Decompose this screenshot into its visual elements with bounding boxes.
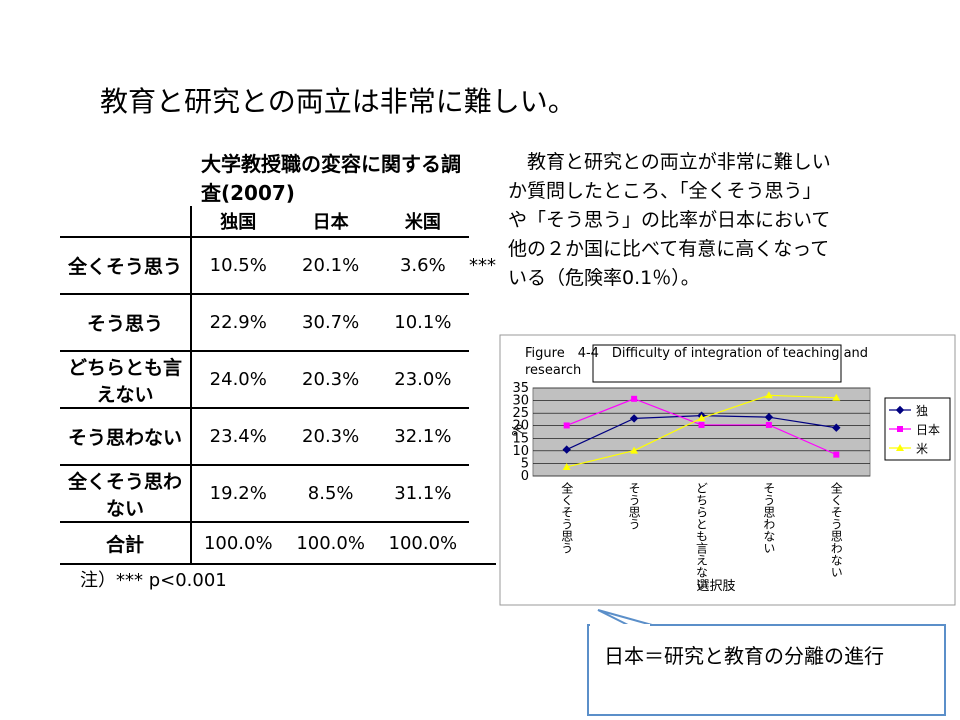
cell: 30.7%: [284, 293, 377, 351]
cell: 19.2%: [191, 464, 285, 522]
marker: [895, 405, 905, 415]
cell: 10.1%: [376, 293, 469, 351]
cell: 100.0%: [284, 521, 377, 565]
y-tick-label: 20: [512, 419, 529, 434]
marker: [764, 412, 774, 422]
x-tick-label: そう思わない: [762, 482, 776, 554]
table-row: どちらとも言えない 24.0% 20.3% 23.0%: [60, 350, 496, 408]
table-title-row: 大学教授職の変容に関する調査(2007): [60, 148, 496, 206]
marker: [832, 393, 841, 401]
cell: [468, 522, 496, 565]
marker: [563, 422, 570, 429]
y-axis-label: %: [511, 424, 526, 436]
chart-title: Figure 4-4 Difficulty of integration of …: [525, 346, 868, 378]
y-tick-label: 35: [512, 381, 529, 396]
x-tick-label: どちらとも言えない: [695, 482, 709, 590]
paragraph: 教育と研究との両立が非常に難しい か質問したところ、「全くそう思う」 や「そう思う」…: [508, 148, 831, 293]
callout-text: 日本＝研究と教育の分離の進行: [604, 644, 884, 668]
cell: 20.1%: [284, 236, 377, 294]
table-title: 大学教授職の変容に関する調査(2007): [201, 152, 461, 205]
title-box: [592, 344, 842, 383]
marker: [897, 426, 903, 432]
row-label: 全くそう思う: [60, 236, 192, 294]
paragraph-line: 他の２か国に比べて有意に高くなって: [508, 238, 830, 260]
marker: [629, 414, 639, 423]
row-label: どちらとも言えない: [60, 350, 192, 408]
cell: 32.1%: [376, 407, 469, 465]
cell: 20.3%: [284, 350, 377, 408]
paragraph-line: や「そう思う」の比率が日本において: [508, 209, 831, 231]
cell: 20.3%: [284, 407, 377, 465]
callout-shape: [587, 609, 946, 716]
header-row: 独国 日本 米国: [60, 206, 496, 237]
cell: 3.6%: [376, 236, 469, 294]
cell: 100.0%: [191, 521, 285, 565]
marker: [630, 446, 639, 454]
column-header: 独国: [220, 212, 257, 233]
x-tick-label: 全くそう思う: [560, 481, 574, 554]
cell: 22.9%: [191, 293, 285, 351]
cell: 31.1%: [376, 464, 469, 522]
legend-label: 独: [916, 404, 928, 418]
row-label: 合計: [60, 521, 192, 565]
legend-label: 米: [916, 442, 928, 456]
x-axis-label: 選択肢: [696, 578, 735, 594]
cell: 23.0%: [376, 350, 469, 408]
y-tick-label: 10: [512, 444, 529, 459]
table-row: そう思わない 23.4% 20.3% 32.1%: [60, 407, 496, 465]
paragraph-line: か質問したところ、「全くそう思う」: [508, 180, 822, 202]
y-tick-label: 5: [521, 456, 529, 471]
x-tick-label: 全くそう思わない: [829, 481, 843, 578]
y-tick-label: 15: [512, 431, 529, 446]
marker: [631, 395, 638, 402]
marker: [562, 462, 571, 470]
column-header: 米国: [404, 212, 441, 233]
paragraph-line: 教育と研究との両立が非常に難しい: [508, 151, 831, 173]
x-tick-label: そう思う: [627, 482, 641, 530]
marker: [833, 451, 840, 458]
legend-label: 日本: [916, 423, 940, 437]
table-row: 合計 100.0% 100.0% 100.0%: [60, 521, 496, 565]
column-header: 日本: [312, 212, 349, 233]
marker: [562, 445, 571, 454]
marker: [764, 391, 773, 399]
y-tick-label: 25: [512, 406, 529, 421]
row-label: 全くそう思わない: [60, 464, 192, 522]
row-label: そう思う: [60, 293, 192, 351]
marker: [697, 414, 706, 422]
callout-gap: [590, 624, 650, 627]
cell: 24.0%: [191, 350, 285, 408]
table-row: 全くそう思う 10.5% 20.1% 3.6% ***: [60, 236, 496, 294]
cell: 23.4%: [191, 407, 285, 465]
cell: 8.5%: [284, 464, 377, 522]
table-row: 全くそう思わない 19.2% 8.5% 31.1%: [60, 464, 496, 522]
table-row: そう思う 22.9% 30.7% 10.1%: [60, 293, 496, 351]
cell: 100.0%: [376, 521, 469, 565]
paragraph-line: いる（危険率0.1％）。: [508, 267, 700, 289]
cell: [60, 206, 192, 237]
marker: [896, 444, 904, 451]
cell: ***: [468, 255, 496, 276]
marker: [765, 421, 772, 428]
marker: [698, 421, 705, 428]
survey-table: 大学教授職の変容に関する調査(2007) 独国 日本 米国 全くそう思う 10.5% 20.…: [60, 148, 496, 565]
row-label: そう思わない: [60, 407, 192, 465]
y-tick-label: 30: [512, 394, 529, 409]
y-tick-label: 0: [521, 469, 529, 484]
marker: [832, 423, 841, 432]
table-note: 注）*** p<0.001: [80, 570, 227, 591]
cell: 10.5%: [191, 236, 285, 294]
slide-title: 教育と研究との両立は非常に難しい。: [100, 85, 576, 118]
